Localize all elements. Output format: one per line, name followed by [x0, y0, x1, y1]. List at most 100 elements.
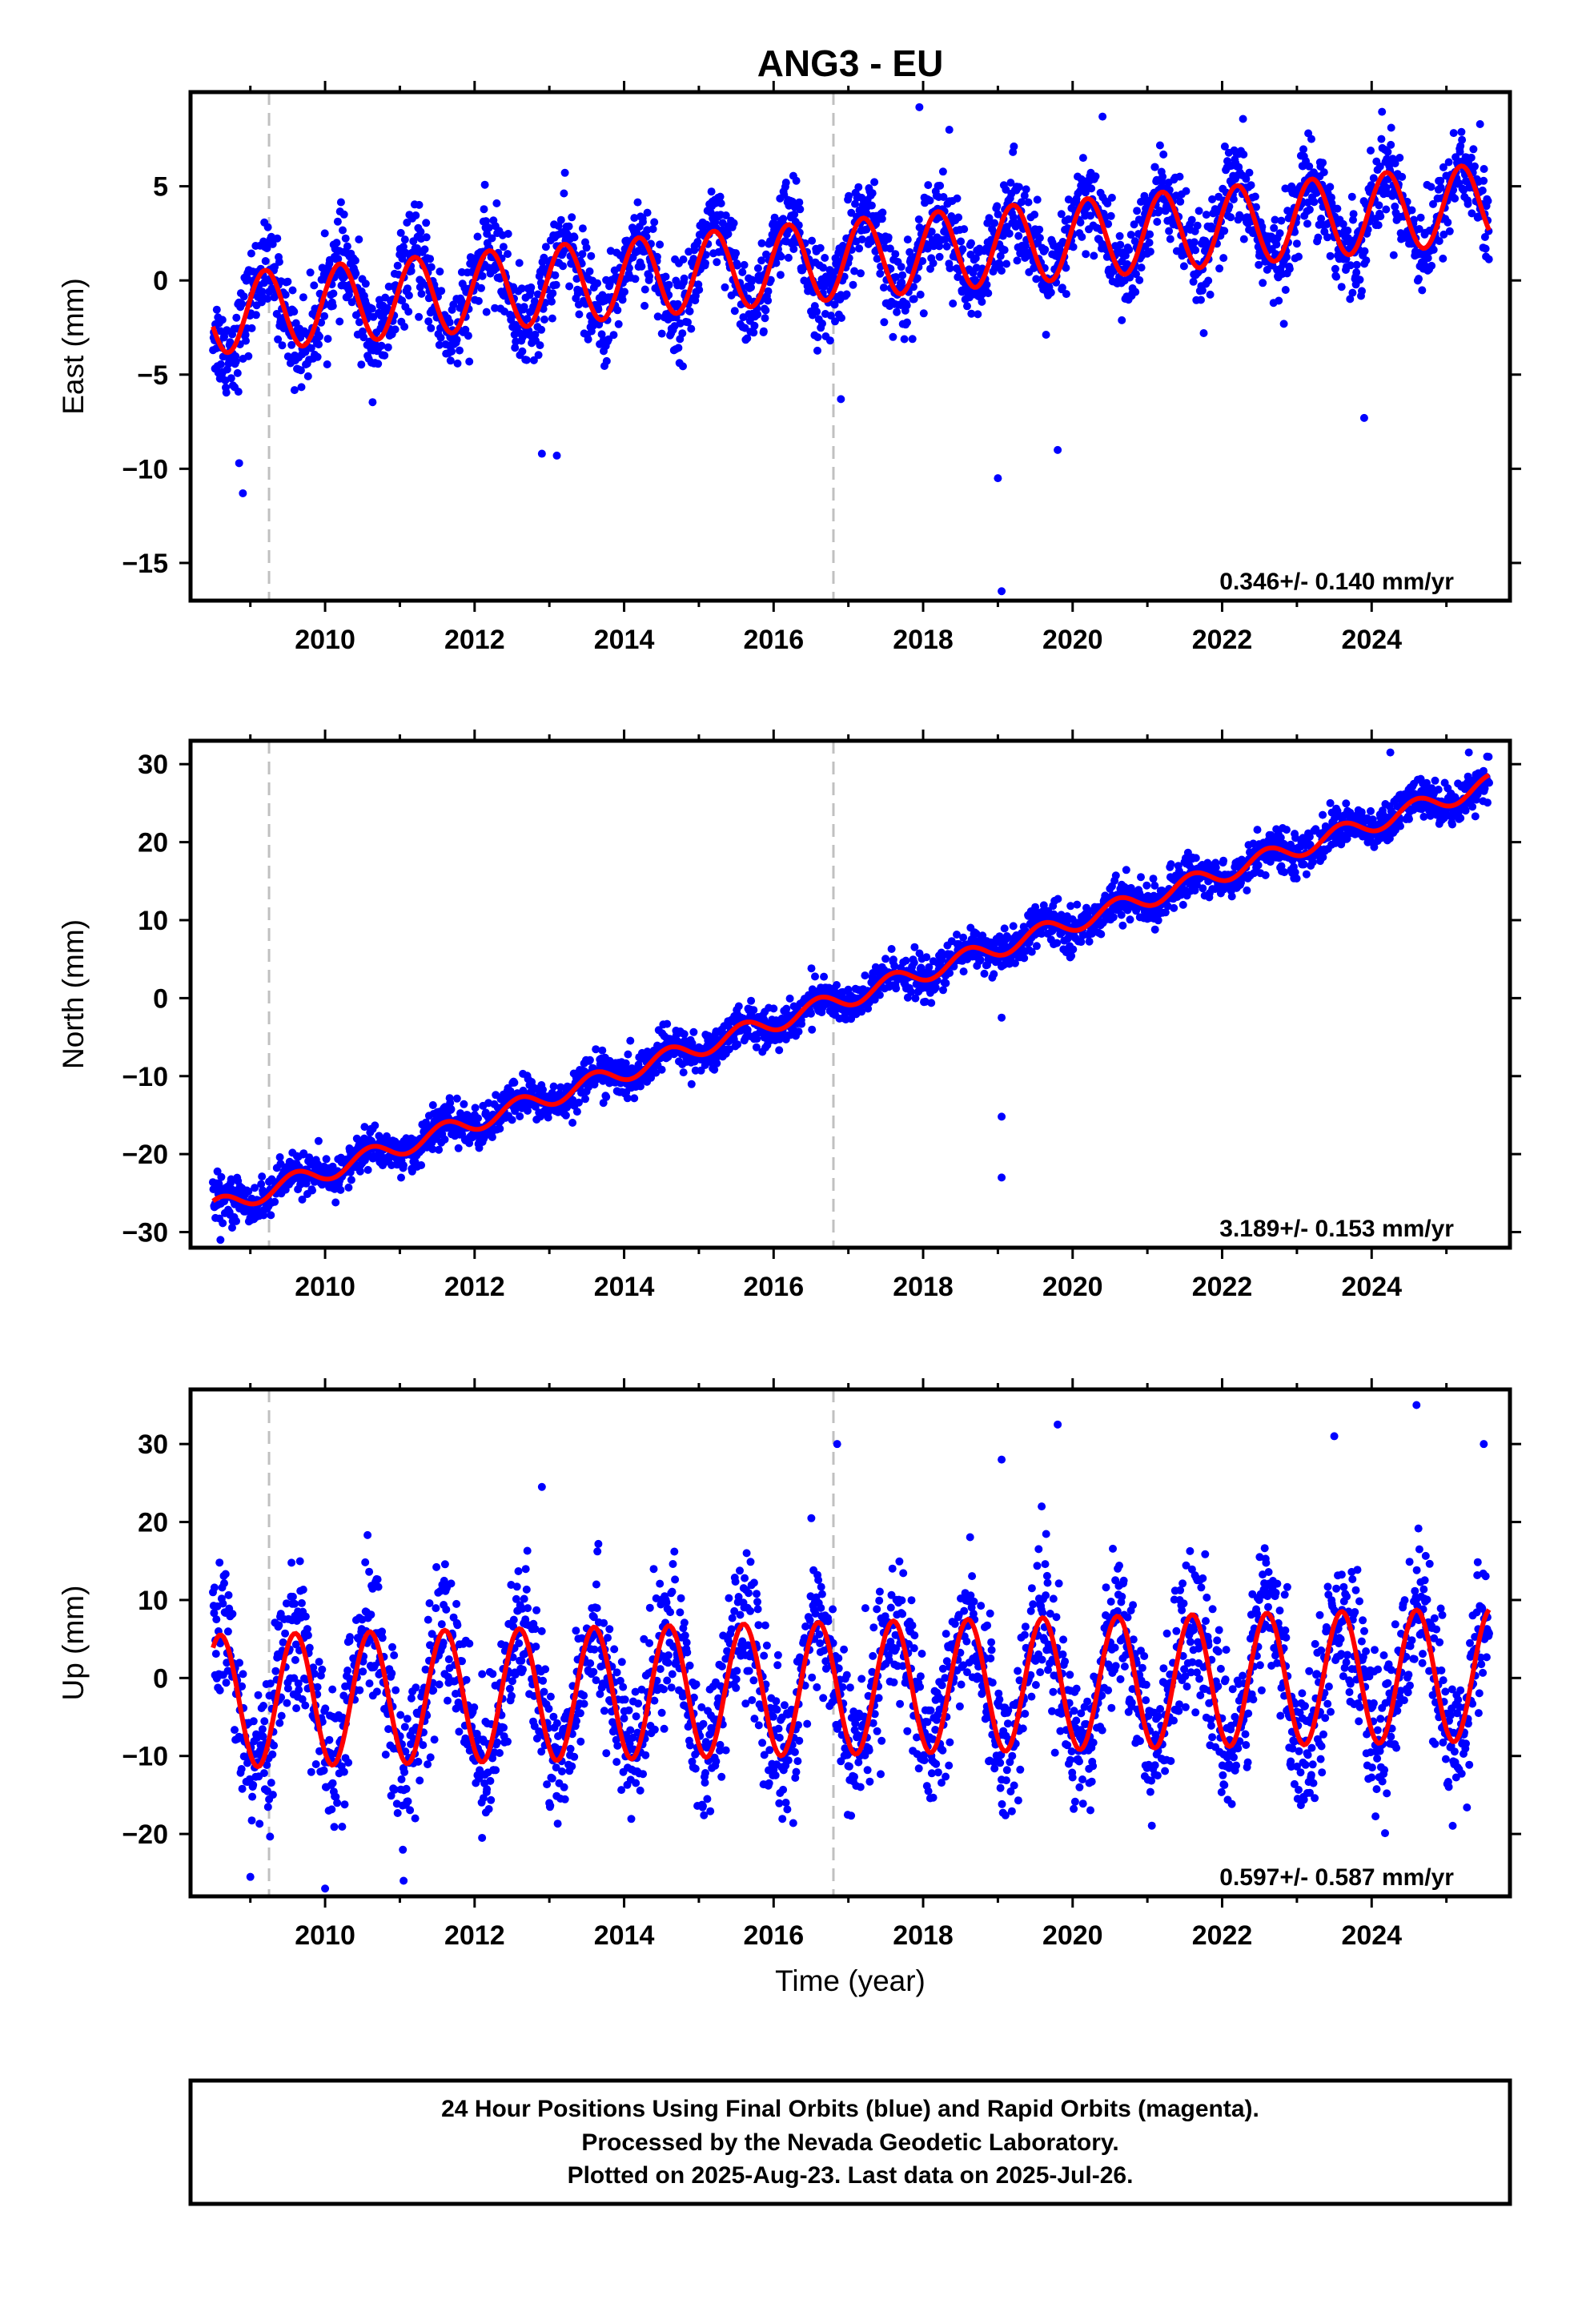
- data-point: [219, 1219, 227, 1228]
- data-point: [1116, 240, 1125, 249]
- data-point: [524, 1107, 532, 1115]
- data-point: [1176, 197, 1185, 206]
- data-point: [813, 333, 822, 342]
- data-point: [1445, 227, 1454, 235]
- data-point: [831, 317, 839, 326]
- data-point: [775, 1046, 784, 1055]
- y-tick-label: −10: [122, 454, 168, 485]
- data-point: [613, 306, 622, 315]
- data-point: [435, 1145, 444, 1154]
- data-point: [1423, 254, 1432, 263]
- data-point: [417, 289, 426, 298]
- data-point: [446, 356, 455, 365]
- data-point: [428, 1145, 437, 1153]
- data-point: [336, 198, 345, 207]
- data-point: [1358, 287, 1366, 296]
- data-point: [1439, 163, 1447, 171]
- data-point: [568, 1119, 577, 1127]
- data-point: [247, 324, 256, 332]
- data-point: [1178, 900, 1187, 909]
- data-point: [477, 283, 485, 292]
- data-point: [1283, 826, 1291, 834]
- data-point: [315, 340, 323, 349]
- data-point: [753, 310, 762, 319]
- data-point: [424, 317, 433, 326]
- data-point: [985, 214, 994, 223]
- data-point: [578, 250, 587, 259]
- data-point: [454, 1144, 463, 1152]
- data-point: [1382, 205, 1391, 214]
- data-point: [643, 208, 652, 217]
- data-point: [830, 300, 839, 309]
- data-point: [233, 368, 242, 377]
- data-point: [1436, 176, 1445, 185]
- data-point: [661, 272, 670, 281]
- data-point: [223, 326, 231, 335]
- data-point: [927, 999, 936, 1007]
- data-point: [1383, 147, 1392, 156]
- data-point: [1348, 288, 1357, 297]
- data-point: [548, 297, 556, 306]
- data-point: [1199, 884, 1207, 893]
- data-point: [308, 1186, 316, 1195]
- data-point: [889, 332, 897, 341]
- outlier-point: [239, 489, 247, 497]
- data-point: [480, 180, 489, 189]
- data-point: [341, 234, 350, 243]
- data-point: [820, 972, 829, 981]
- data-point: [531, 330, 540, 339]
- data-point: [523, 315, 532, 324]
- data-point: [916, 290, 925, 299]
- data-point: [1199, 329, 1208, 337]
- data-point: [794, 1027, 803, 1036]
- data-point: [689, 1027, 698, 1036]
- data-point: [474, 296, 483, 305]
- data-point: [499, 243, 508, 251]
- data-point: [1126, 915, 1134, 924]
- data-point: [473, 232, 482, 241]
- data-point: [1259, 279, 1267, 287]
- data-point: [1219, 254, 1228, 263]
- data-point: [797, 1019, 806, 1028]
- data-point: [1150, 925, 1159, 934]
- data-point: [679, 1068, 688, 1077]
- data-point: [1062, 290, 1070, 299]
- data-point: [656, 240, 665, 249]
- data-point: [813, 346, 821, 355]
- data-point: [412, 211, 420, 219]
- data-point: [234, 388, 243, 396]
- data-point: [1206, 290, 1215, 299]
- data-point: [1053, 939, 1062, 947]
- data-point: [879, 283, 888, 292]
- data-point: [1369, 174, 1378, 183]
- data-point: [520, 303, 528, 312]
- data-point: [926, 196, 934, 205]
- data-point: [1416, 213, 1425, 222]
- data-point: [585, 1055, 594, 1064]
- data-point: [355, 1167, 364, 1176]
- data-point: [572, 1108, 581, 1116]
- data-point: [1277, 216, 1286, 225]
- data-point: [517, 284, 526, 293]
- outlier-point: [998, 587, 1006, 596]
- y-tick-label: −5: [137, 360, 168, 391]
- data-point: [982, 280, 991, 289]
- data-point: [639, 218, 647, 226]
- data-point: [355, 318, 363, 327]
- data-point: [1339, 219, 1347, 228]
- data-point: [1204, 276, 1213, 285]
- data-point: [685, 307, 694, 316]
- data-point: [980, 969, 989, 978]
- data-point: [1275, 296, 1283, 305]
- data-point: [1155, 207, 1164, 215]
- data-point: [996, 251, 1005, 260]
- data-point: [1149, 875, 1158, 883]
- data-point: [561, 1111, 570, 1120]
- data-point: [900, 335, 909, 344]
- model-fit-line: [211, 163, 1492, 356]
- data-point: [1251, 192, 1259, 201]
- data-point: [898, 271, 907, 279]
- data-point: [1022, 185, 1030, 194]
- data-point: [1062, 263, 1070, 272]
